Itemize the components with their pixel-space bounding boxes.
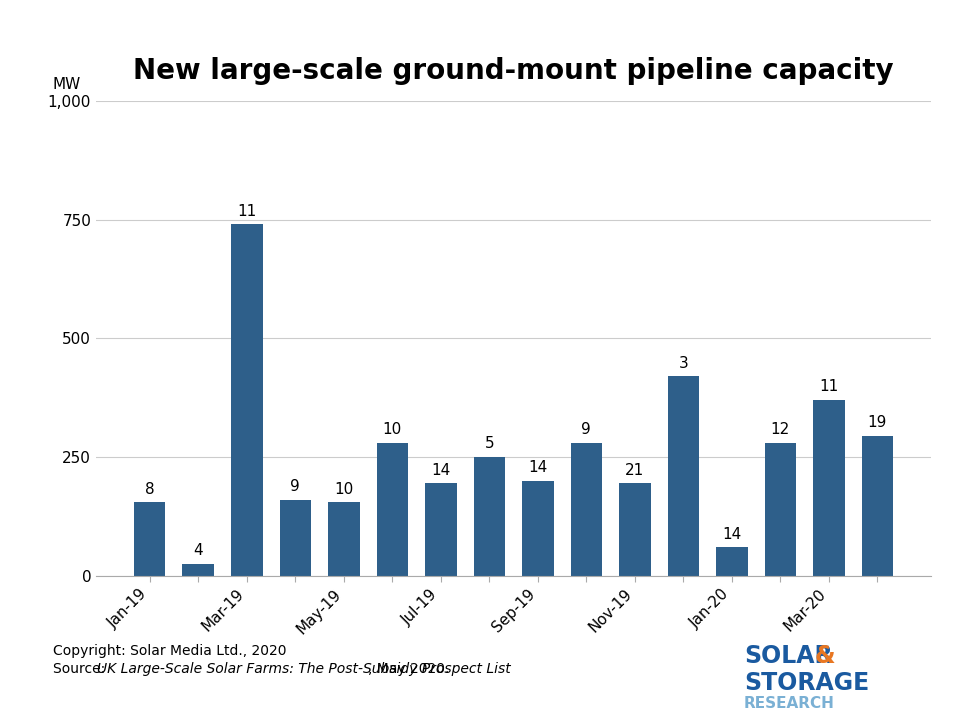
- Bar: [570, 443, 602, 576]
- Text: RESEARCH: RESEARCH: [744, 696, 835, 711]
- Text: 9: 9: [291, 480, 300, 494]
- Text: 9: 9: [582, 422, 591, 437]
- Text: UK Large-Scale Solar Farms: The Post-Subsidy Prospect List: UK Large-Scale Solar Farms: The Post-Sub…: [97, 662, 511, 676]
- Bar: [182, 564, 214, 576]
- Text: 10: 10: [383, 422, 402, 437]
- Text: , May 2020.: , May 2020.: [368, 662, 449, 676]
- Bar: [231, 225, 262, 576]
- Bar: [376, 443, 408, 576]
- Bar: [279, 500, 311, 576]
- Text: 11: 11: [237, 204, 256, 219]
- Text: Copyright: Solar Media Ltd., 2020: Copyright: Solar Media Ltd., 2020: [53, 644, 286, 658]
- Bar: [667, 377, 699, 576]
- Text: STORAGE: STORAGE: [744, 671, 869, 695]
- Bar: [813, 400, 845, 576]
- Text: 3: 3: [679, 356, 688, 371]
- Bar: [619, 483, 651, 576]
- Text: 11: 11: [819, 379, 839, 395]
- Text: 10: 10: [334, 482, 353, 497]
- Bar: [134, 503, 165, 576]
- Text: 14: 14: [722, 527, 741, 541]
- Text: 14: 14: [528, 460, 547, 475]
- Bar: [765, 443, 796, 576]
- Text: 14: 14: [431, 463, 450, 477]
- Bar: [425, 483, 457, 576]
- Text: 4: 4: [193, 544, 204, 559]
- Bar: [862, 436, 893, 576]
- Text: MW: MW: [53, 77, 81, 92]
- Text: 21: 21: [625, 463, 644, 477]
- Text: 12: 12: [771, 422, 790, 437]
- Bar: [522, 481, 554, 576]
- Bar: [328, 503, 360, 576]
- Text: 19: 19: [868, 415, 887, 430]
- Text: Source:: Source:: [53, 662, 109, 676]
- Text: 8: 8: [145, 482, 155, 497]
- Bar: [716, 547, 748, 576]
- Bar: [473, 457, 505, 576]
- Text: &: &: [815, 644, 835, 668]
- Text: SOLAR: SOLAR: [744, 644, 832, 668]
- Text: 5: 5: [485, 436, 494, 451]
- Title: New large-scale ground-mount pipeline capacity: New large-scale ground-mount pipeline ca…: [133, 57, 894, 84]
